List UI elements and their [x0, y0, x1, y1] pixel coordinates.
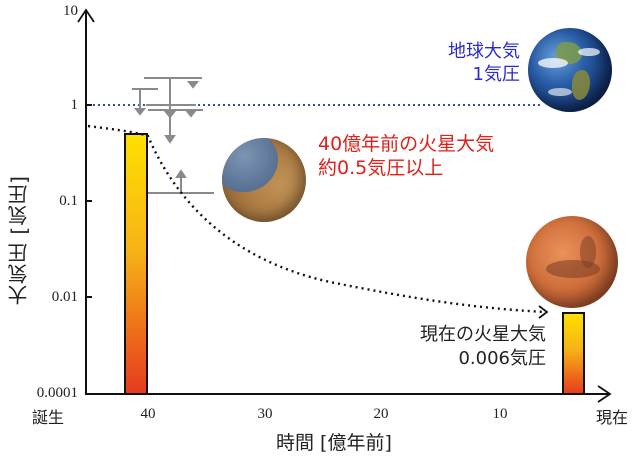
earth-annotation: 地球大気 1気圧 — [400, 40, 520, 86]
x-axis-arrow-icon — [597, 385, 612, 403]
ancient-mars-image — [222, 138, 306, 222]
x-tick-label-present: 現在 — [595, 408, 629, 427]
y-tick-label-0-01: 0.01 — [51, 289, 78, 305]
earth-annotation-line2: 1気圧 — [472, 64, 520, 85]
x-axis-title: 時間 [億年前] — [276, 432, 392, 454]
y-tick-label-0-1: 0.1 — [59, 193, 78, 209]
earth-image — [528, 28, 612, 112]
earth-annotation-line1: 地球大気 — [448, 41, 520, 62]
y-tick-label-0-0001: 0.0001 — [36, 385, 78, 401]
bar-40-billion-years-ago — [124, 133, 148, 395]
trend-curve — [87, 124, 546, 314]
y-tick-label-1: 1 — [70, 97, 79, 113]
bar-present — [562, 312, 585, 395]
x-tick-label-birth: 誕生 — [31, 408, 65, 427]
y-tick-label-10: 10 — [63, 3, 78, 19]
y-axis-arrow-icon — [77, 8, 95, 23]
present-mars-annotation: 現在の火星大気 0.006気圧 — [368, 323, 546, 371]
x-tick-label-10: 10 — [492, 406, 508, 422]
ancient-annotation-line2: 約0.5気圧以上 — [318, 157, 444, 179]
present-annotation-line1: 現在の火星大気 — [420, 324, 546, 345]
x-tick-label-40: 40 — [140, 406, 156, 422]
x-tick-label-30: 30 — [257, 406, 273, 422]
x-tick-label-20: 20 — [373, 406, 389, 422]
y-tick-marks — [86, 104, 92, 298]
ancient-mars-annotation: 40億年前の火星大気 約0.5気圧以上 — [318, 132, 494, 180]
present-mars-image — [526, 216, 618, 308]
ancient-annotation-line1: 40億年前の火星大気 — [318, 133, 495, 155]
present-annotation-line2: 0.006気圧 — [458, 348, 546, 369]
y-axis-title: 大気圧 [気圧] — [7, 175, 31, 305]
trend-arrowhead-icon — [538, 305, 549, 319]
